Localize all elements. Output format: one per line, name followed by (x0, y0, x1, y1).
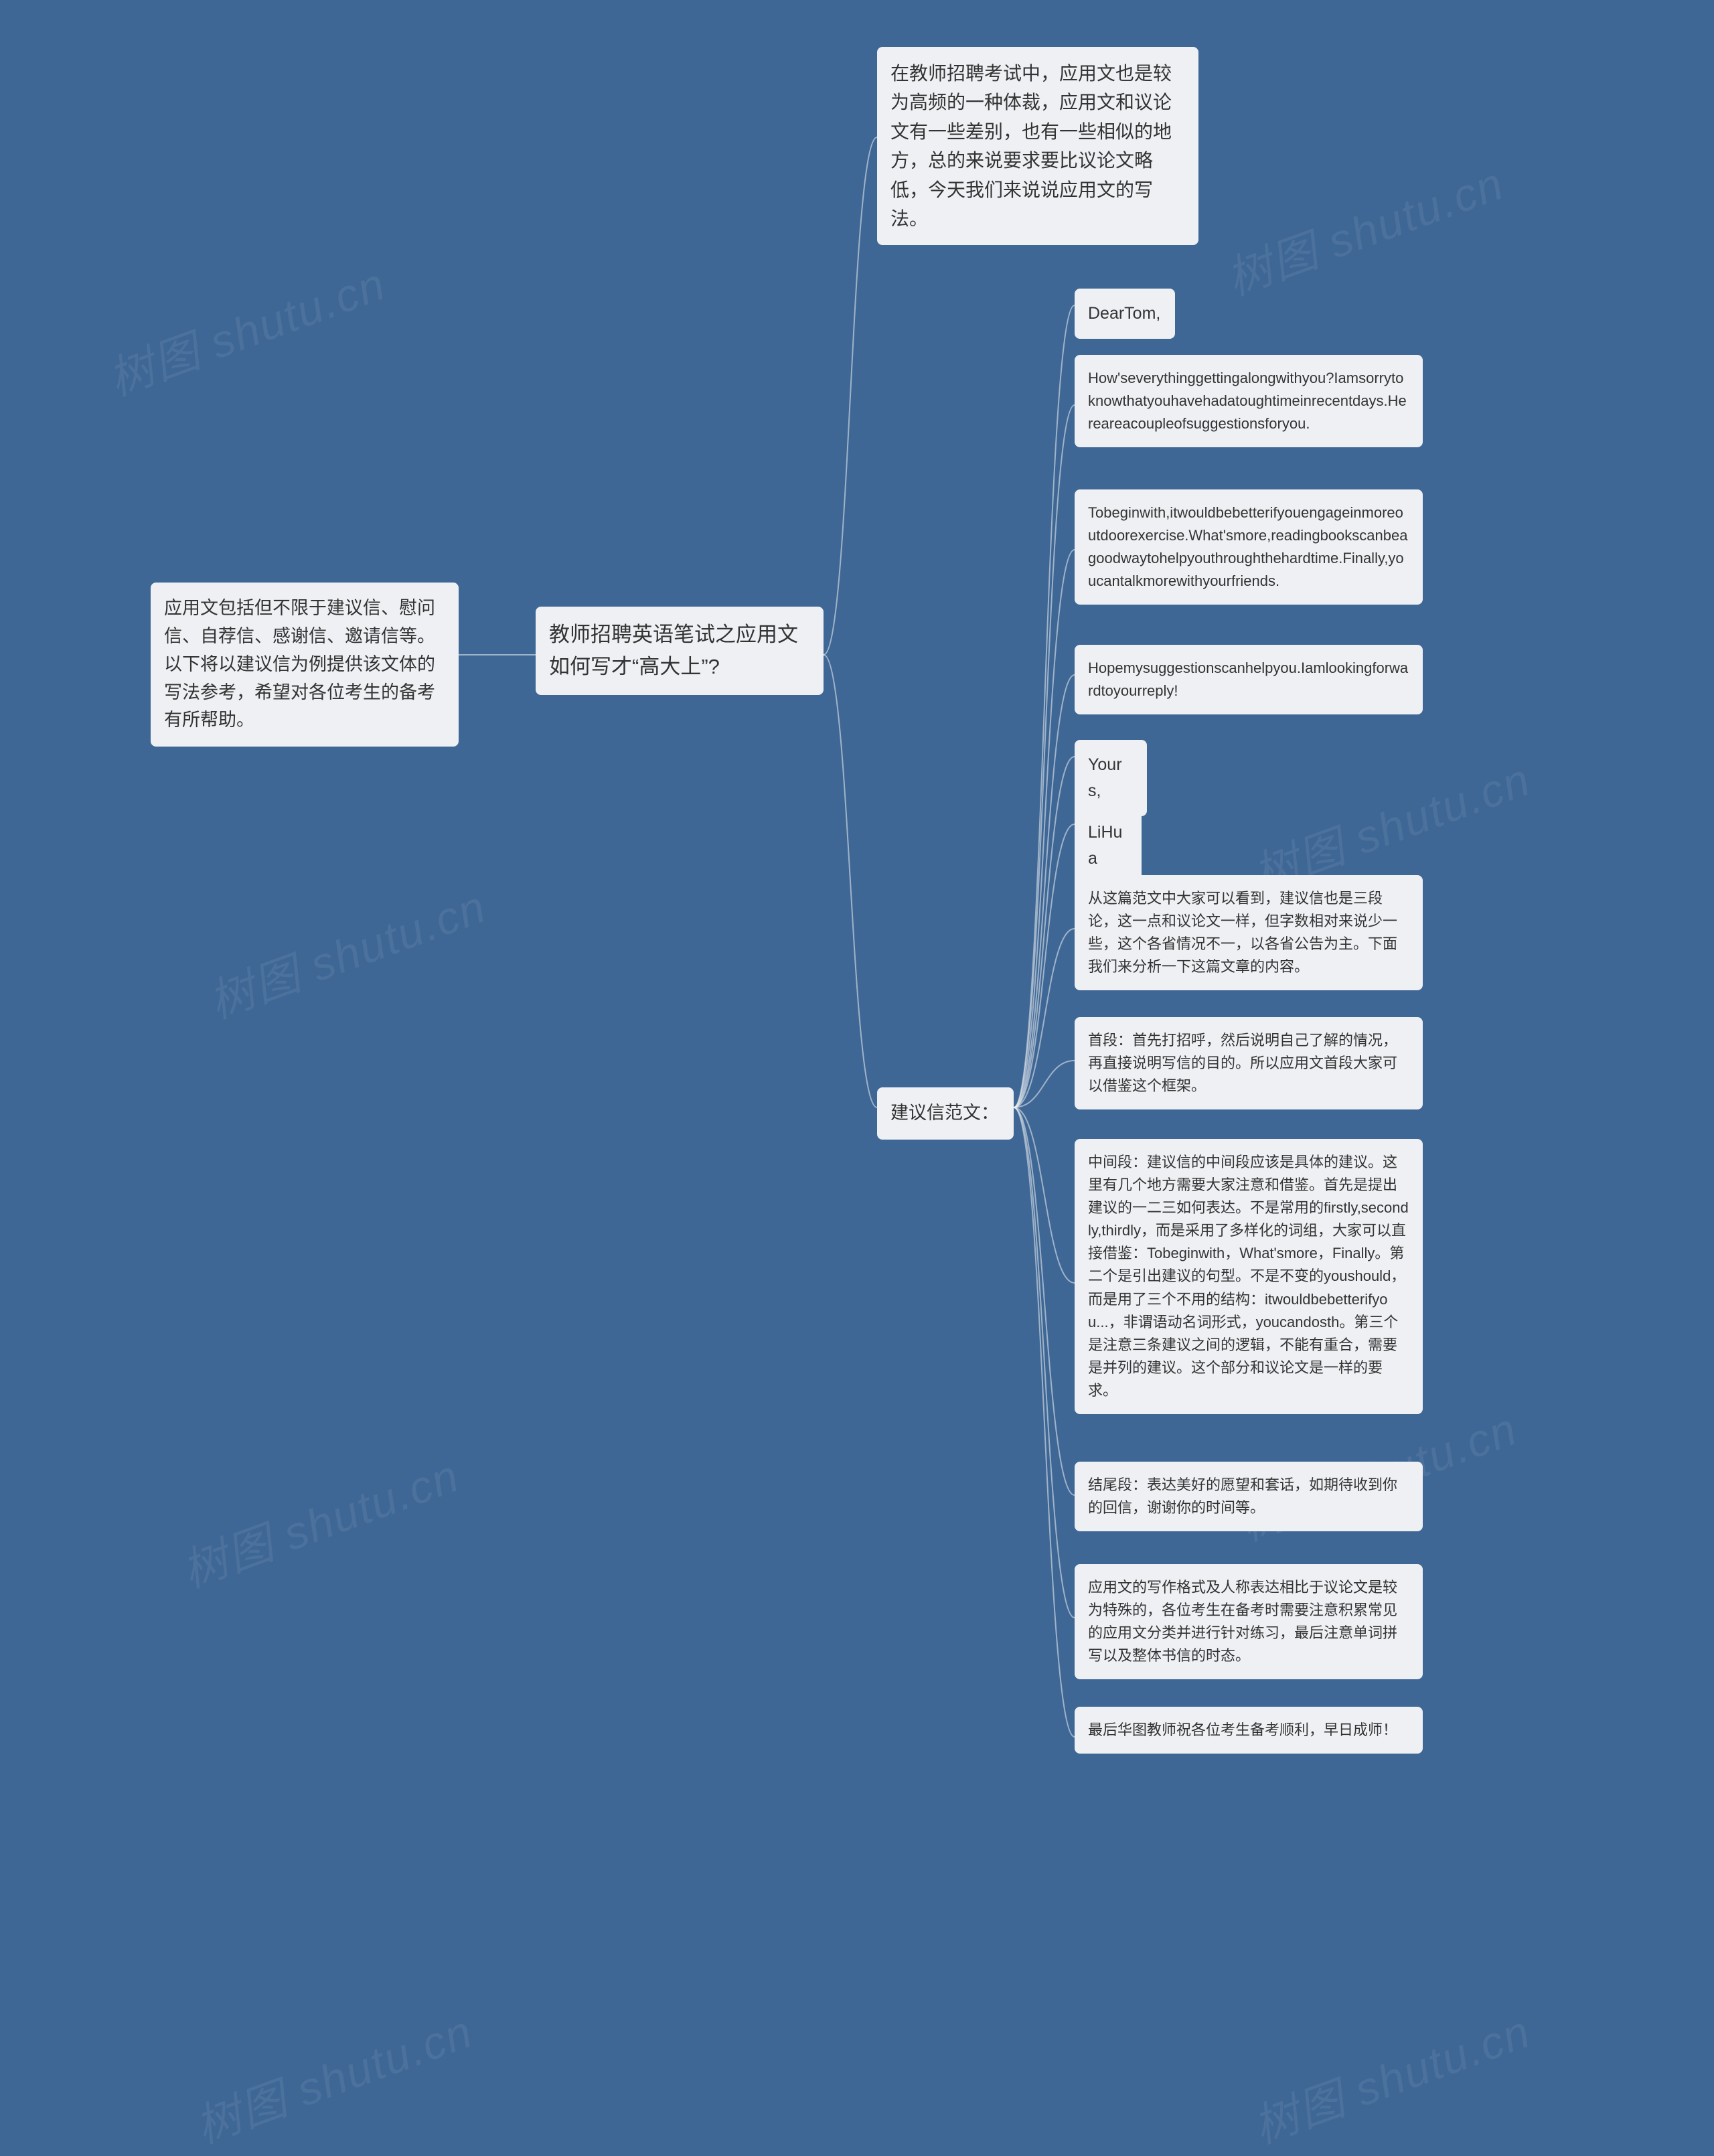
leaf-analysis-intro[interactable]: 从这篇范文中大家可以看到，建议信也是三段论，这一点和议论文一样，但字数相对来说少… (1075, 875, 1423, 990)
leaf-closing-paragraph[interactable]: 结尾段：表达美好的愿望和套话，如期待收到你的回信，谢谢你的时间等。 (1075, 1462, 1423, 1531)
left-intro-node[interactable]: 应用文包括但不限于建议信、慰问信、自荐信、感谢信、邀请信等。以下将以建议信为例提… (151, 583, 459, 747)
leaf-good-luck[interactable]: 最后华图教师祝各位考生备考顺利，早日成师！ (1075, 1707, 1423, 1754)
watermark: 树图 shutu.cn (198, 870, 494, 1031)
leaf-first-paragraph[interactable]: 首段：首先打招呼，然后说明自己了解的情况，再直接说明写信的目的。所以应用文首段大… (1075, 1017, 1423, 1109)
leaf-paragraph-3[interactable]: Hopemysuggestionscanhelpyou.Iamlookingfo… (1075, 645, 1423, 714)
watermark: 树图 shutu.cn (98, 247, 394, 408)
leaf-lihua[interactable]: LiHua (1075, 807, 1142, 884)
leaf-dear-tom[interactable]: DearTom, (1075, 289, 1175, 339)
watermark: 树图 shutu.cn (185, 1995, 481, 2156)
watermark: 树图 shutu.cn (171, 1439, 467, 1600)
leaf-yours[interactable]: Yours, (1075, 740, 1147, 816)
leaf-format-notes[interactable]: 应用文的写作格式及人称表达相比于议论文是较为特殊的，各位考生在备考时需要注意积累… (1075, 1564, 1423, 1679)
top-intro-node[interactable]: 在教师招聘考试中，应用文也是较为高频的一种体裁，应用文和议论文有一些差别，也有一… (877, 47, 1198, 245)
leaf-paragraph-2[interactable]: Tobeginwith,itwouldbebetterifyouengagein… (1075, 489, 1423, 605)
connector-layer (0, 0, 1714, 2141)
root-node[interactable]: 教师招聘英语笔试之应用文如何写才“高大上”? (536, 607, 824, 695)
watermark: 树图 shutu.cn (1243, 1995, 1539, 2156)
leaf-middle-paragraph[interactable]: 中间段：建议信的中间段应该是具体的建议。这里有几个地方需要大家注意和借鉴。首先是… (1075, 1139, 1423, 1414)
watermark: 树图 shutu.cn (1216, 147, 1512, 308)
leaf-paragraph-1[interactable]: How'severythinggettingalongwithyou?Iamso… (1075, 355, 1423, 447)
sample-letter-node[interactable]: 建议信范文： (877, 1087, 1014, 1140)
